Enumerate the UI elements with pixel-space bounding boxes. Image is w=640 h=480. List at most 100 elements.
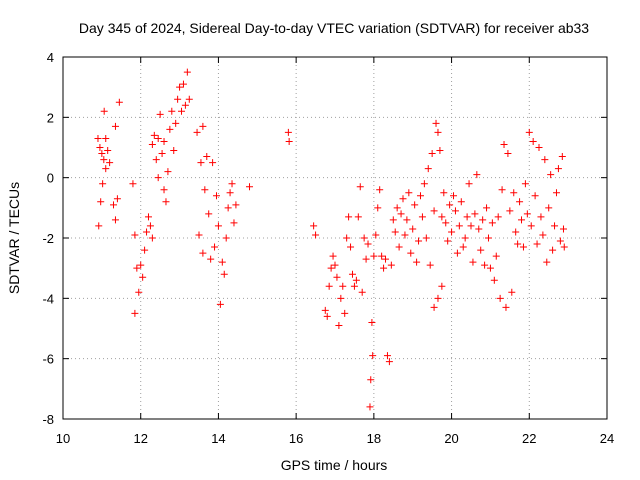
data-point <box>521 180 529 188</box>
x-tick-label: 20 <box>444 431 458 446</box>
data-point <box>508 288 516 296</box>
data-point <box>141 246 149 254</box>
data-point <box>230 219 238 227</box>
data-point <box>131 309 139 317</box>
data-point <box>403 216 411 224</box>
chart-title: Day 345 of 2024, Sidereal Day-to-day VTE… <box>79 20 589 36</box>
data-point <box>405 189 413 197</box>
data-point <box>380 264 388 272</box>
data-point <box>158 150 166 158</box>
data-point <box>424 165 432 173</box>
data-point <box>527 222 535 230</box>
data-point <box>174 95 182 103</box>
data-point <box>331 261 339 269</box>
data-point <box>479 216 487 224</box>
data-point <box>335 321 343 329</box>
data-point <box>498 186 506 194</box>
data-point <box>473 171 481 179</box>
x-tick-label: 14 <box>211 431 225 446</box>
data-point <box>172 119 180 127</box>
data-point <box>284 128 292 136</box>
data-point <box>176 83 184 91</box>
data-point <box>209 159 217 167</box>
data-point <box>131 231 139 239</box>
data-point <box>411 201 419 209</box>
data-point <box>369 352 377 360</box>
data-point <box>367 376 375 384</box>
data-point <box>352 276 360 284</box>
data-point <box>426 261 434 269</box>
data-point <box>391 228 399 236</box>
data-point <box>415 237 423 245</box>
data-point <box>387 261 395 269</box>
data-point <box>554 165 562 173</box>
y-tick-label: 2 <box>47 110 54 125</box>
data-point <box>228 180 236 188</box>
data-point <box>535 144 543 151</box>
data-point <box>450 192 458 200</box>
data-point <box>552 189 560 197</box>
data-point <box>104 147 112 155</box>
data-point <box>514 240 522 248</box>
data-point <box>115 98 123 106</box>
data-point <box>413 258 421 266</box>
data-point <box>110 201 118 209</box>
data-point <box>152 156 160 164</box>
y-tick-label: -2 <box>42 231 54 246</box>
data-point <box>459 243 467 251</box>
x-tick-label: 16 <box>289 431 303 446</box>
data-point <box>347 243 355 251</box>
data-point <box>226 189 234 197</box>
data-point <box>164 168 172 176</box>
data-point <box>376 186 384 194</box>
data-point <box>339 282 347 290</box>
data-point <box>428 150 436 158</box>
data-point <box>467 222 475 230</box>
data-point <box>457 198 465 206</box>
data-point <box>181 101 189 109</box>
data-point <box>94 134 102 142</box>
data-point <box>100 156 108 164</box>
y-tick-label: -8 <box>42 412 54 427</box>
data-point <box>465 180 473 188</box>
data-point <box>154 134 162 142</box>
data-point <box>389 216 397 224</box>
data-point <box>203 153 211 161</box>
data-point <box>362 255 370 263</box>
data-point <box>446 201 454 209</box>
data-point <box>560 243 568 251</box>
data-point <box>368 318 376 326</box>
data-point <box>434 128 442 136</box>
data-point <box>374 204 382 212</box>
data-point <box>436 147 444 155</box>
data-point <box>463 213 471 221</box>
data-point <box>113 195 121 203</box>
data-point <box>285 137 293 145</box>
data-point <box>185 95 193 103</box>
data-point <box>143 228 151 236</box>
data-point <box>135 288 143 296</box>
data-point <box>506 207 514 215</box>
data-point <box>453 249 461 257</box>
data-point <box>224 204 232 212</box>
data-point <box>475 225 483 233</box>
data-point <box>556 237 564 245</box>
y-tick-label: 4 <box>47 50 54 65</box>
data-point <box>551 222 559 230</box>
data-point <box>407 249 415 257</box>
data-point <box>416 192 424 200</box>
data-point <box>148 140 156 148</box>
data-point <box>360 234 368 242</box>
data-point <box>146 222 154 230</box>
data-point <box>193 128 201 136</box>
data-point <box>212 192 220 200</box>
data-point <box>96 144 104 151</box>
data-point <box>558 153 566 161</box>
x-tick-label: 10 <box>56 431 70 446</box>
data-point <box>106 159 114 167</box>
data-point <box>399 195 407 203</box>
y-tick-label: -6 <box>42 352 54 367</box>
data-point <box>372 231 380 239</box>
data-point <box>348 270 356 278</box>
data-point <box>420 180 428 188</box>
